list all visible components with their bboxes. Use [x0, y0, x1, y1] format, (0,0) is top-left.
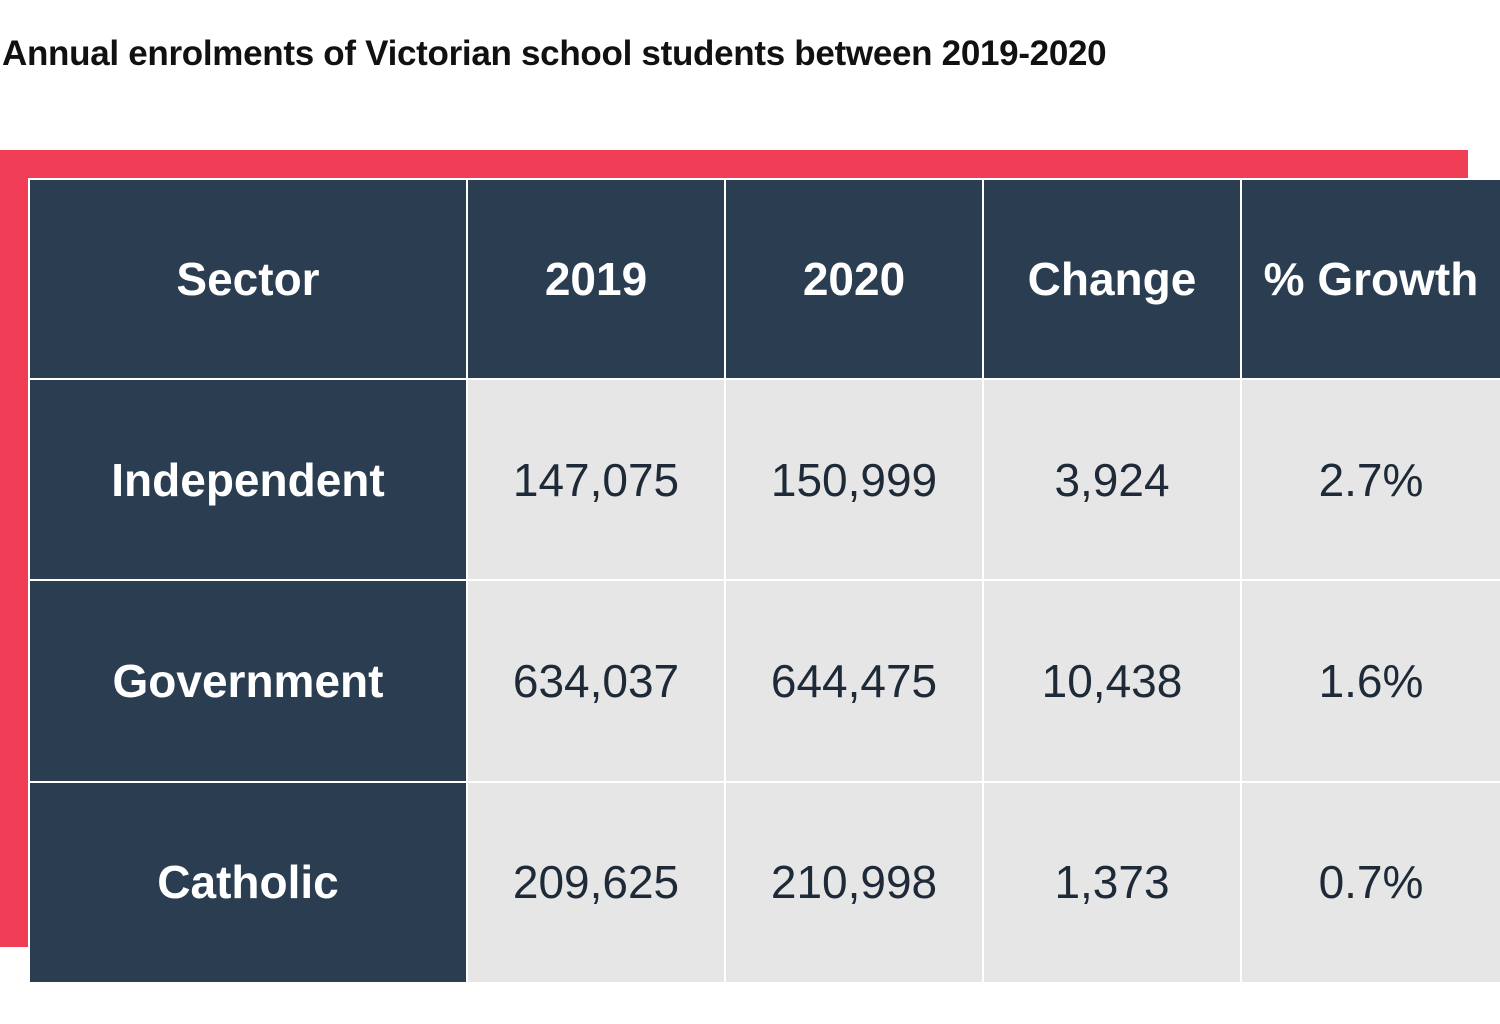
row-header-sector: Catholic	[28, 780, 468, 985]
column-header-growth: % Growth	[1240, 178, 1500, 380]
column-header-2020: 2020	[724, 178, 984, 380]
table-cell-2020: 644,475	[724, 579, 984, 783]
table-cell-change: 10,438	[982, 579, 1242, 783]
table-row: Government 634,037 644,475 10,438 1.6%	[28, 579, 1500, 783]
table-cell-2019: 634,037	[466, 579, 726, 783]
row-header-sector: Independent	[28, 377, 468, 582]
table-cell-2019: 209,625	[466, 780, 726, 985]
enrolment-table: Sector 2019 2020 Change % Growth Indepen…	[28, 178, 1500, 985]
table-cell-growth: 1.6%	[1240, 579, 1500, 783]
table-cell-2019: 147,075	[466, 377, 726, 582]
table-cell-change: 3,924	[982, 377, 1242, 582]
table-cell-growth: 0.7%	[1240, 780, 1500, 985]
table-cell-2020: 150,999	[724, 377, 984, 582]
table-cell-growth: 2.7%	[1240, 377, 1500, 582]
column-header-change: Change	[982, 178, 1242, 380]
table-cell-change: 1,373	[982, 780, 1242, 985]
table-cell-2020: 210,998	[724, 780, 984, 985]
enrolment-table-container: Sector 2019 2020 Change % Growth Indepen…	[28, 178, 1500, 985]
table-row: Independent 147,075 150,999 3,924 2.7%	[28, 377, 1500, 582]
row-header-sector: Government	[28, 579, 468, 783]
chart-title: Annual enrolments of Victorian school st…	[2, 34, 1107, 73]
column-header-2019: 2019	[466, 178, 726, 380]
table-header-row: Sector 2019 2020 Change % Growth	[28, 178, 1500, 380]
column-header-sector: Sector	[28, 178, 468, 380]
table-row: Catholic 209,625 210,998 1,373 0.7%	[28, 780, 1500, 985]
